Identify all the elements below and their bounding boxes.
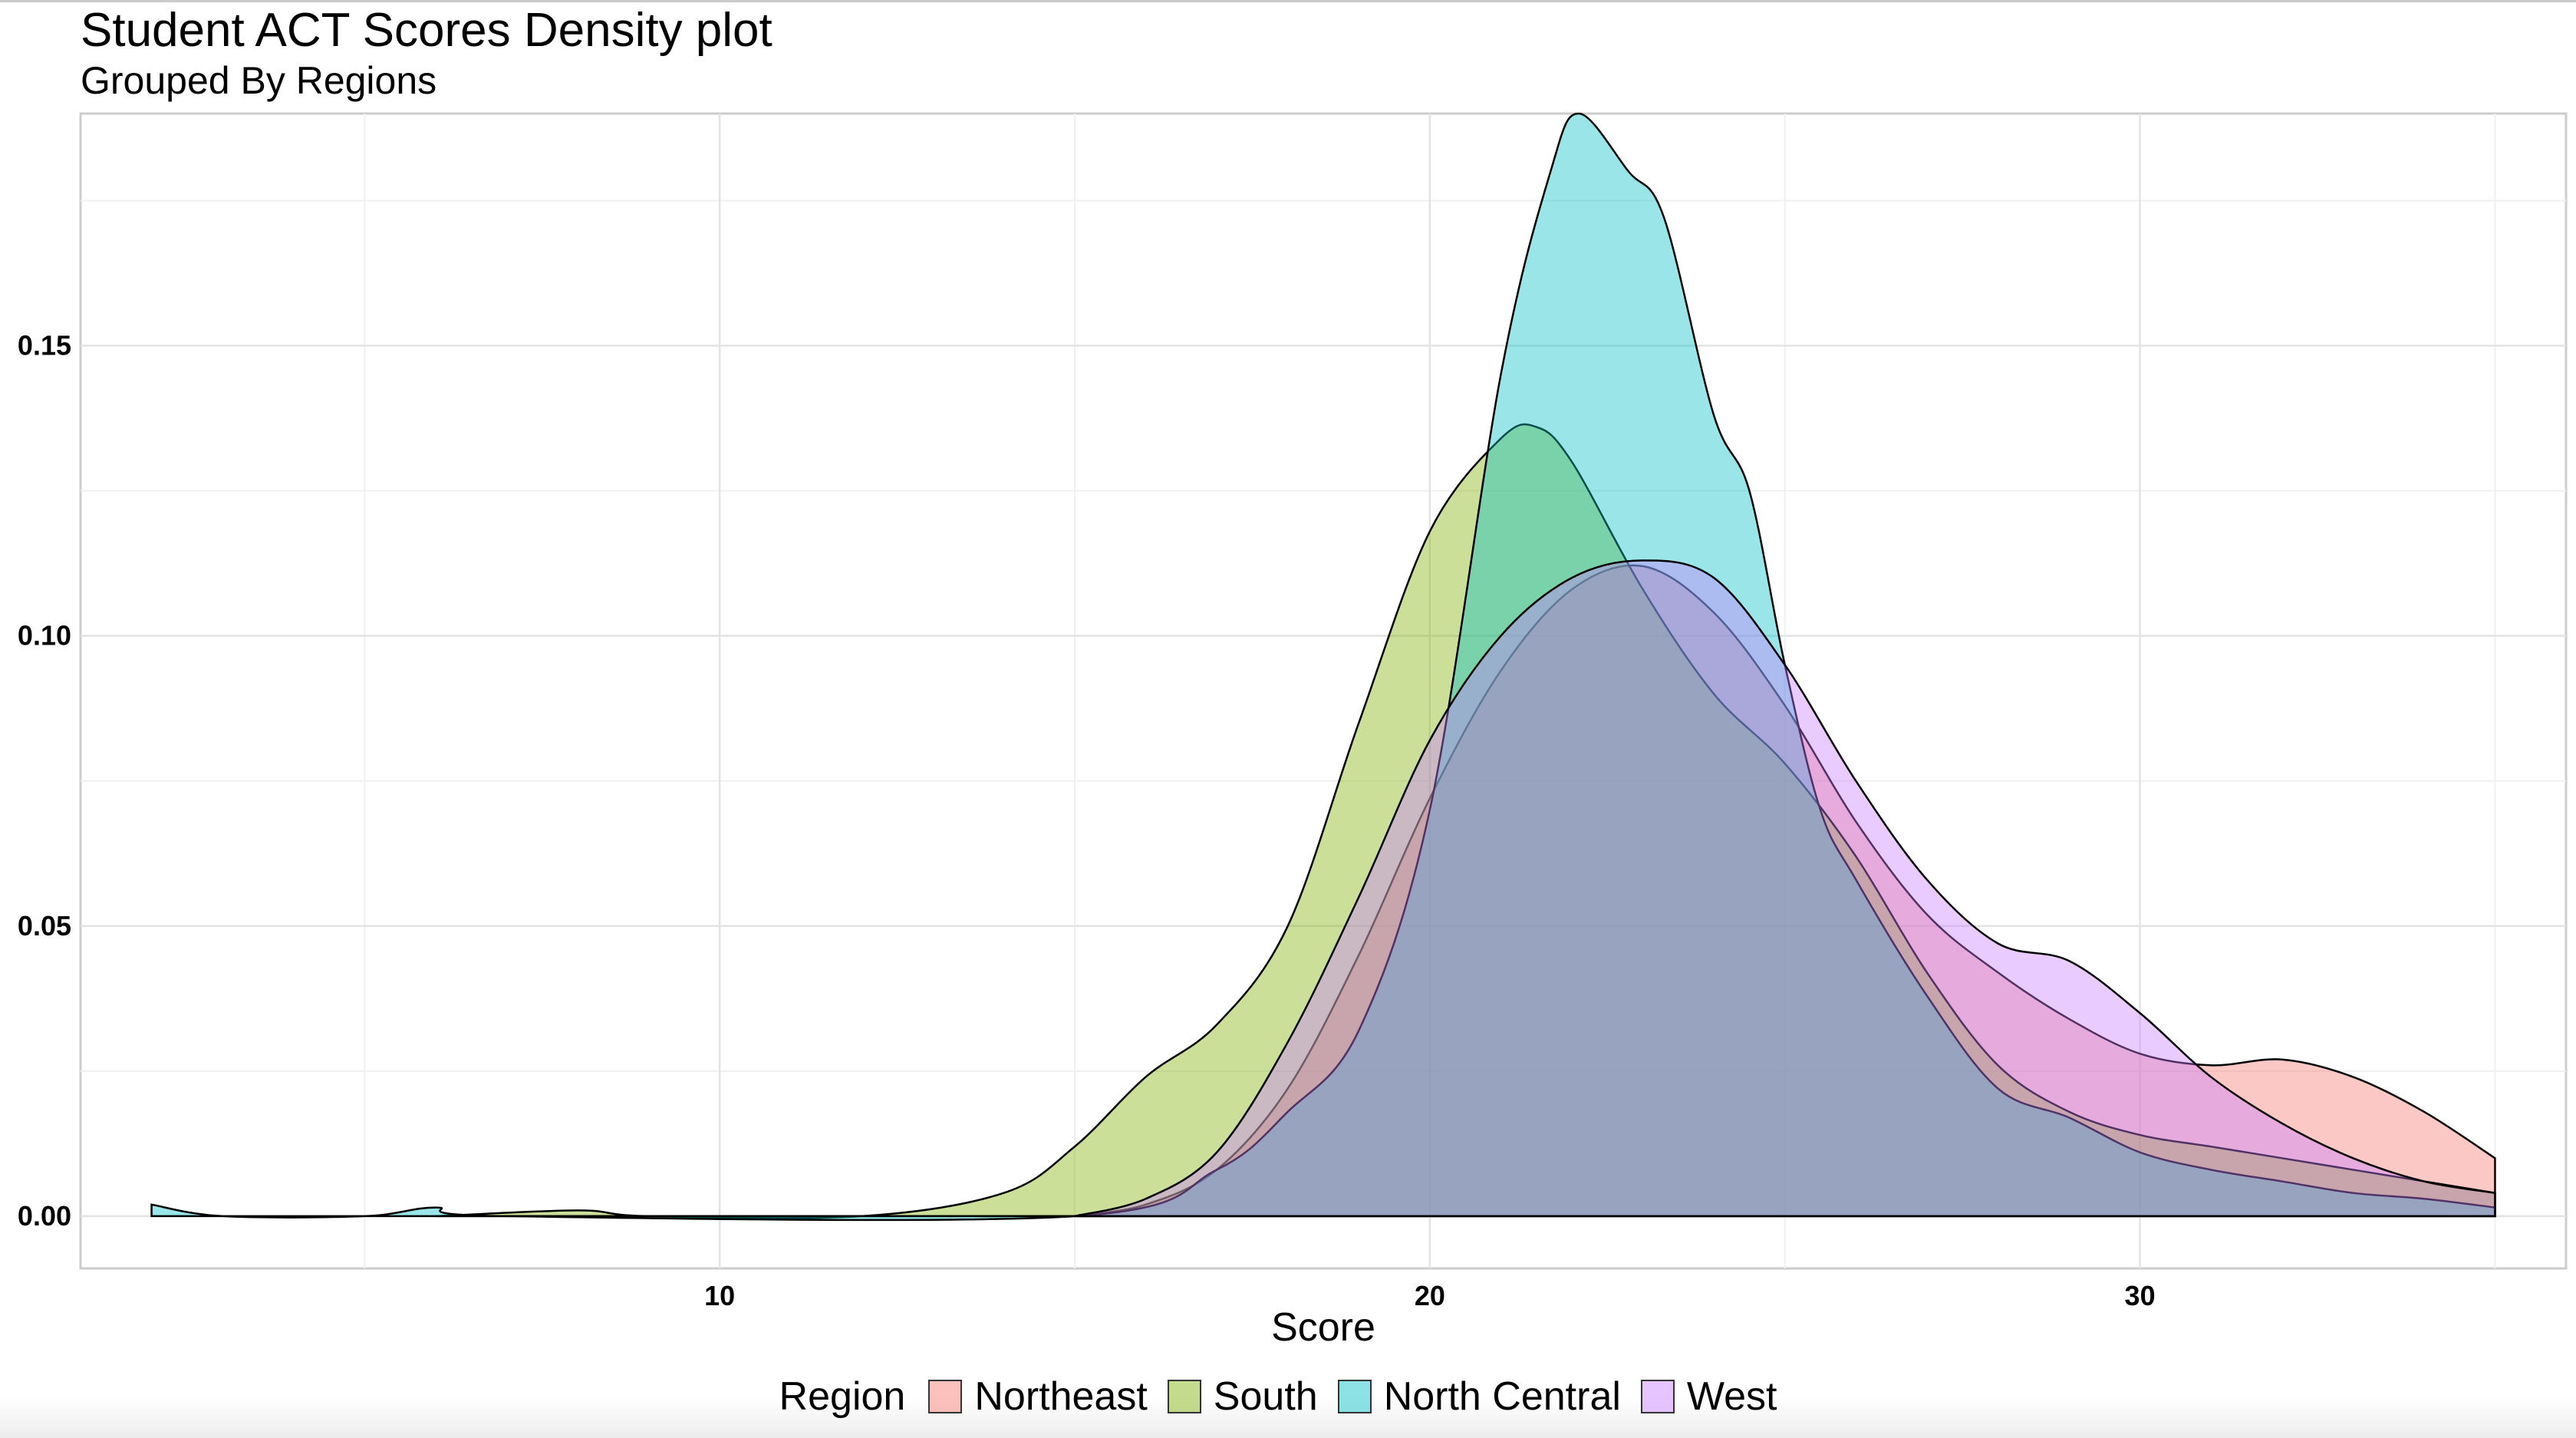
legend-label-west: West bbox=[1686, 1374, 1777, 1419]
legend-item-south: South bbox=[1167, 1374, 1318, 1420]
x-axis-title: Score bbox=[1271, 1305, 1375, 1350]
legend-label-northeast: Northeast bbox=[974, 1374, 1148, 1419]
y-tick-label: 0.00 bbox=[18, 1200, 71, 1232]
legend-label-north-central: North Central bbox=[1383, 1374, 1621, 1419]
legend-label-south: South bbox=[1213, 1374, 1318, 1419]
legend-title: Region bbox=[779, 1374, 906, 1419]
y-tick-label: 0.10 bbox=[18, 620, 71, 651]
chart-subtitle: Grouped By Regions bbox=[81, 59, 437, 102]
plot-panel bbox=[79, 112, 2568, 1270]
legend-item-north-central: North Central bbox=[1337, 1374, 1621, 1420]
window-top-border bbox=[0, 0, 2576, 2]
x-tick-label: 20 bbox=[1415, 1280, 1445, 1311]
series-layer bbox=[150, 112, 2496, 1222]
bottom-shade bbox=[0, 1397, 2576, 1438]
density-area-south bbox=[435, 423, 2496, 1219]
chart-title: Student ACT Scores Density plot bbox=[81, 4, 772, 57]
grid-layer bbox=[81, 114, 2566, 1268]
y-tick-label: 0.05 bbox=[18, 910, 71, 942]
density-area-north-central bbox=[150, 112, 2496, 1222]
legend-key-north-central bbox=[1337, 1380, 1372, 1413]
legend-key-west bbox=[1640, 1380, 1675, 1413]
density-area-west bbox=[1074, 559, 2496, 1218]
y-tick-label: 0.15 bbox=[18, 330, 71, 361]
legend-key-south bbox=[1167, 1380, 1201, 1413]
legend-item-northeast: Northeast bbox=[928, 1374, 1148, 1420]
legend-item-west: West bbox=[1640, 1374, 1777, 1420]
legend: Region Northeast South North Central Wes… bbox=[0, 1374, 2576, 1420]
x-tick-label: 10 bbox=[704, 1280, 735, 1311]
density-area-northeast bbox=[1074, 564, 2496, 1218]
legend-key-northeast bbox=[928, 1380, 963, 1413]
x-tick-label: 30 bbox=[2125, 1280, 2156, 1311]
tick-layer: 10 20 30 0.00 0.05 0.10 0.15 bbox=[18, 330, 2156, 1311]
